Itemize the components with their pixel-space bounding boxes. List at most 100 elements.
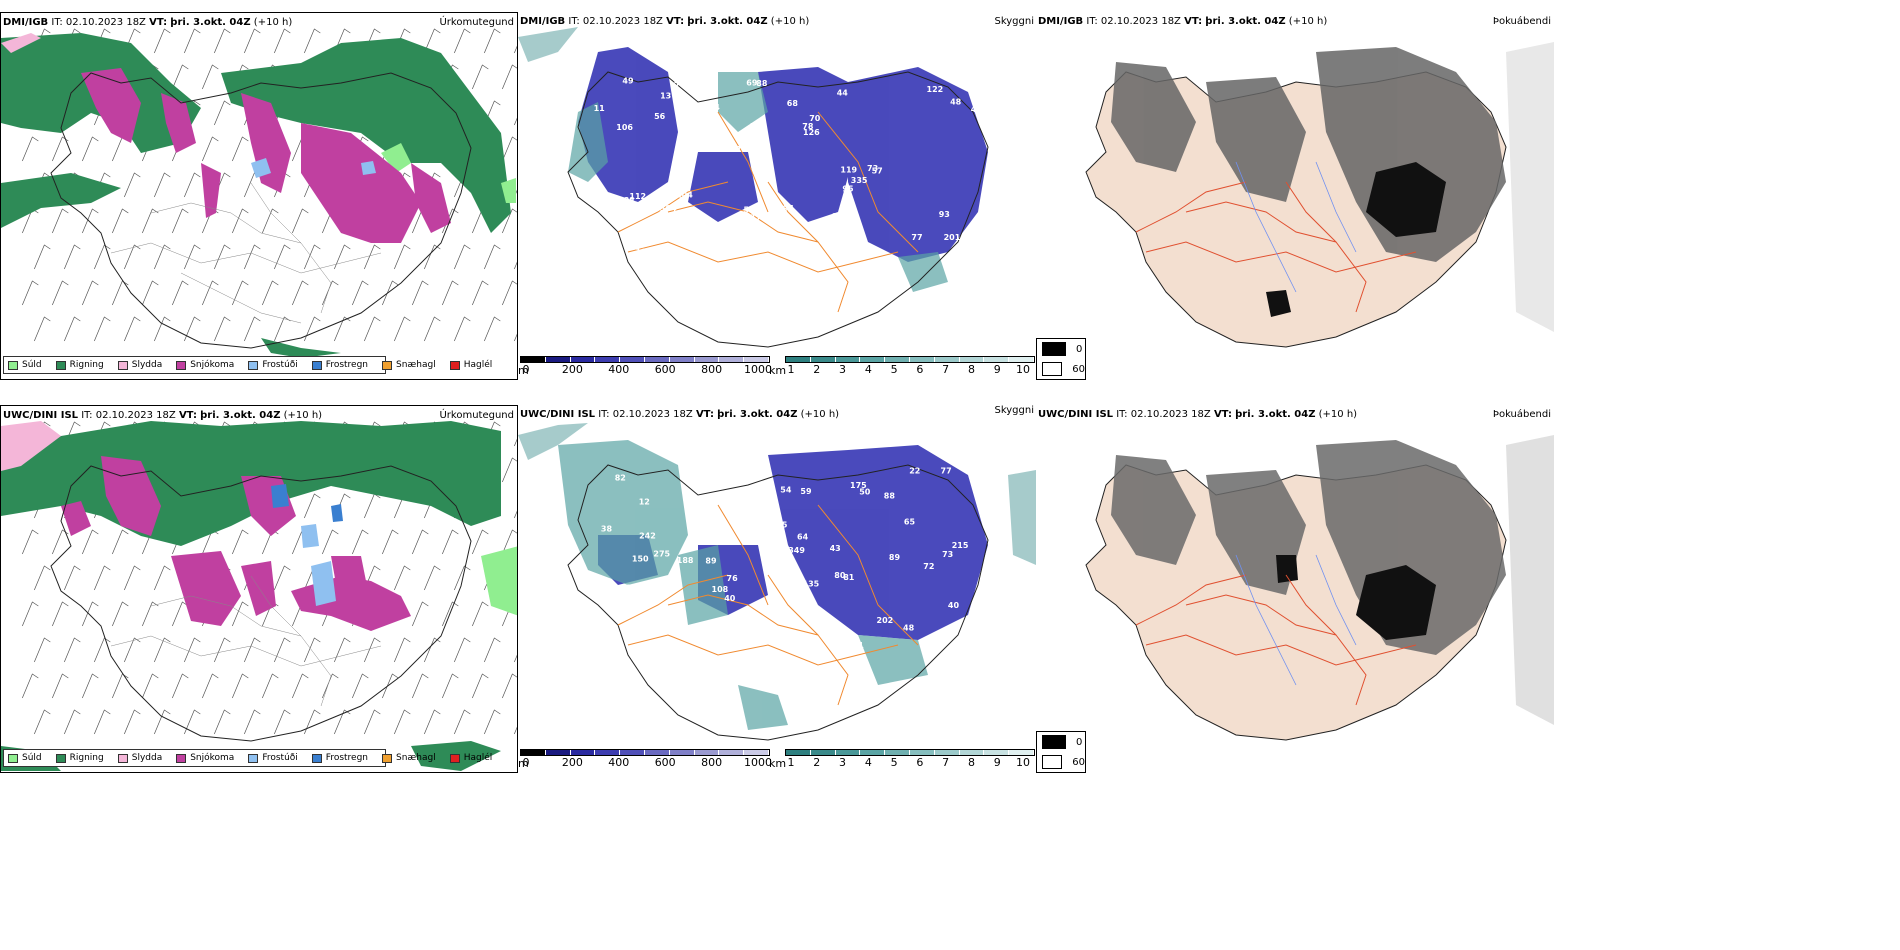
cloud-base-value-label: 88 xyxy=(756,79,768,88)
colorbar-tick-label: 5 xyxy=(890,756,898,769)
cloud-base-value-label: 232 xyxy=(601,244,618,253)
legend-label: 60 xyxy=(1072,363,1085,375)
wind-barb xyxy=(424,244,441,270)
wind-barb xyxy=(394,565,411,591)
wind-barb xyxy=(94,316,111,342)
colorbar-tick-label: 200 xyxy=(561,363,583,376)
colorbar-cell xyxy=(934,750,960,755)
colorbar-cell xyxy=(810,357,836,362)
wind-barb xyxy=(424,637,441,663)
cloud-base-value-label: 88 xyxy=(884,492,896,501)
wind-barb xyxy=(334,244,351,270)
legend-swatch xyxy=(1042,342,1066,356)
visibility-unit: km xyxy=(769,364,787,377)
wind-barb xyxy=(64,709,81,735)
wind-barb xyxy=(34,637,51,663)
wind-barb xyxy=(184,244,201,270)
wind-barb xyxy=(304,709,321,735)
colorbar-tick-label: 2 xyxy=(813,363,821,376)
legend-label: Súld xyxy=(22,753,42,763)
precip-map-top xyxy=(1,28,517,358)
colorbar-tick-label: 400 xyxy=(608,756,630,769)
colorbar-cell xyxy=(810,750,836,755)
legend-swatch xyxy=(1042,362,1063,376)
wind-barb xyxy=(502,673,517,699)
precip-legend-item: Snjókoma xyxy=(176,360,234,370)
cloud-base-value-label: 121 xyxy=(938,449,955,458)
colorbar-cell xyxy=(669,357,695,362)
wind-barb xyxy=(22,673,39,699)
wind-barb xyxy=(502,136,517,162)
cloud-base-value-label: 68 xyxy=(787,99,799,108)
wind-barb xyxy=(184,316,201,342)
legend-swatch xyxy=(1042,755,1063,769)
wind-barb xyxy=(484,244,501,270)
legend-label: Slydda xyxy=(131,753,163,763)
colorbar-cell xyxy=(909,750,935,755)
cloud-base-value-label: 25 xyxy=(729,52,741,61)
cloud-base-value-label: 193 xyxy=(636,247,653,256)
colorbar-cell xyxy=(620,750,645,755)
cloud-base-value-label: 59 xyxy=(800,487,812,496)
wind-barb xyxy=(232,601,249,627)
cloud-base-value-label: 40 xyxy=(948,601,960,610)
colorbar-tick-label: 4 xyxy=(864,363,872,376)
precip-panel-bottom: UWC/DINI ISL IT: 02.10.2023 18Z VT: þri.… xyxy=(0,405,518,773)
wind-barb xyxy=(262,673,279,699)
valid-time: þri. 3.okt. 04Z xyxy=(717,409,798,420)
cloud-base-value-label: 98 xyxy=(664,215,676,224)
colorbar-cell xyxy=(570,357,596,362)
wind-barb xyxy=(82,601,99,627)
wind-barb xyxy=(112,529,129,555)
wind-barb xyxy=(382,280,399,306)
colorbar-cell xyxy=(1009,357,1034,362)
wind-barb xyxy=(52,280,69,306)
fog-legend-item: 60 xyxy=(1037,752,1085,772)
wind-barb xyxy=(472,673,489,699)
init-time: 02.10.2023 18Z xyxy=(65,17,146,28)
precip-legend-item: Snæhagl xyxy=(382,753,436,763)
wind-barb xyxy=(394,244,411,270)
wind-barb xyxy=(172,208,189,234)
cloud-base-value-label: 108 xyxy=(950,69,967,78)
wind-barb xyxy=(364,316,381,342)
legend-swatch xyxy=(176,360,187,370)
precip-legend-item: Haglél xyxy=(449,753,492,763)
wind-barb xyxy=(142,601,159,627)
wind-barb xyxy=(502,457,517,483)
legend-swatch xyxy=(449,753,460,763)
cloud-base-colorbar-bottom: 0 200 400 600 800 1000 m xyxy=(518,749,772,770)
colorbar-cell xyxy=(521,750,546,755)
wind-barb xyxy=(484,28,501,54)
wind-barb xyxy=(124,565,141,591)
legend-label: 0 xyxy=(1076,343,1083,355)
wind-barb xyxy=(94,637,111,663)
model-label: DMI/IGB xyxy=(3,17,49,28)
cloud-base-value-label: 73 xyxy=(867,164,878,173)
wind-barb xyxy=(64,637,81,663)
legend-label: Frostúði xyxy=(262,360,298,370)
colorbar-cell xyxy=(669,750,695,755)
cloud-panel-top: 201 106 108 78 44 22 69 68 112 34 94 98 88 70 57 49 62 61… xyxy=(518,12,1036,380)
legend-swatch xyxy=(55,360,66,370)
cloud-base-value-label: 79 xyxy=(987,573,999,582)
wind-barb xyxy=(232,208,249,234)
cloud-base-value-label: 94 xyxy=(600,224,612,233)
legend-swatch xyxy=(382,360,393,370)
colorbar-tick-label: 3 xyxy=(839,756,847,769)
cloud-panel-bottom: 183 275 80 82 40 12 66 89 88 54 50 48 40 46 43 78 89 64 38… xyxy=(518,405,1036,773)
wind-barb xyxy=(22,529,39,555)
cloud-base-value-label: 223 xyxy=(832,212,849,221)
legend-swatch xyxy=(8,753,18,763)
colorbar-tick-label: 2 xyxy=(813,756,821,769)
wind-barb xyxy=(244,637,261,663)
cloud-base-value-label: 108 xyxy=(712,585,729,594)
wind-barb xyxy=(424,316,441,342)
cloud-base-value-label: 54 xyxy=(780,486,792,495)
colorbar-tick-label: 6 xyxy=(916,756,924,769)
cloud-base-value-label: 100 xyxy=(756,493,773,502)
wind-barb xyxy=(484,316,501,342)
colorbar-cell xyxy=(521,357,546,362)
precip-title: Úrkomutegund xyxy=(439,17,514,28)
wind-barb xyxy=(154,709,171,735)
